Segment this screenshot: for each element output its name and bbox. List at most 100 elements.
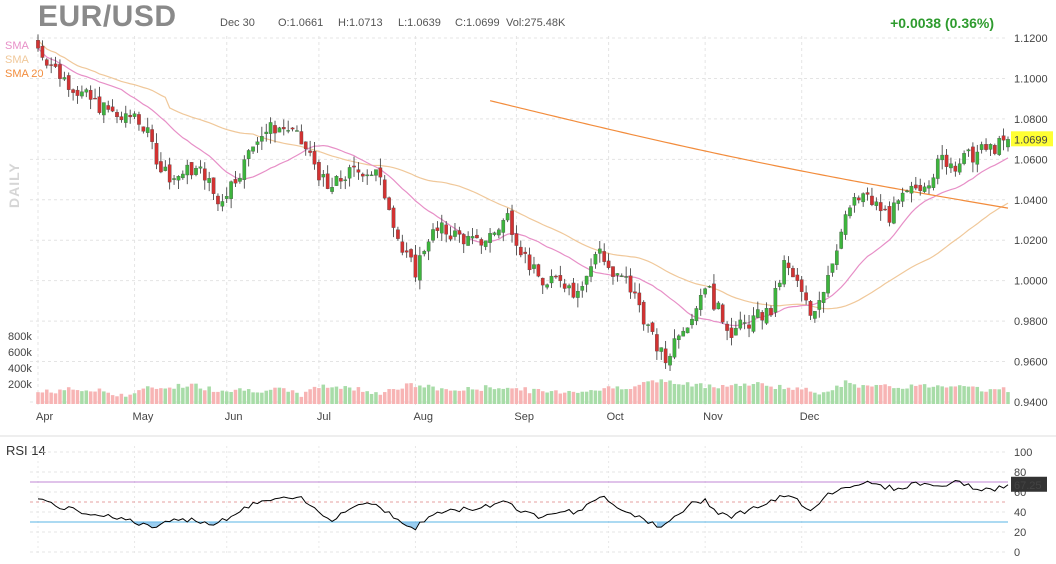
candle-body	[878, 202, 883, 212]
candle-body	[488, 233, 492, 243]
candle	[505, 208, 510, 223]
volume-bar	[440, 388, 444, 404]
candle	[532, 256, 536, 274]
candle	[698, 288, 703, 316]
candle-body	[971, 146, 975, 163]
price-tick-label: 1.0000	[1014, 276, 1048, 288]
volume-bar	[681, 384, 685, 404]
candle-body	[150, 129, 154, 142]
volume-bar	[584, 391, 589, 404]
candle-body	[791, 268, 795, 278]
volume-bar	[216, 391, 220, 404]
volume-bar	[308, 389, 312, 404]
candle-body	[220, 201, 225, 207]
candle	[84, 87, 89, 98]
volume-bar	[501, 388, 506, 404]
candle-body	[110, 106, 115, 112]
price-change: +0.0038 (0.36%)	[890, 15, 994, 31]
volume-bar	[505, 387, 510, 404]
volume-bar	[874, 384, 879, 404]
volume-bar	[457, 390, 462, 404]
candle	[461, 233, 466, 254]
volume-bar	[295, 392, 299, 404]
candle	[949, 157, 953, 173]
candle-body	[668, 355, 672, 366]
candle	[953, 161, 958, 177]
volume-bar	[857, 387, 861, 404]
candle-body	[426, 241, 431, 252]
candle	[260, 126, 264, 150]
volume-bar	[45, 389, 49, 404]
volume-bar	[830, 390, 835, 404]
candle-body	[896, 200, 901, 204]
volume-bar	[66, 387, 71, 404]
candle-body	[690, 318, 694, 326]
moving-averages	[37, 39, 1009, 327]
volume-bar	[734, 383, 738, 404]
volume-bar	[418, 385, 422, 404]
volume-bar	[883, 384, 887, 404]
candle	[102, 102, 106, 124]
candle-body	[58, 64, 62, 79]
candle-body	[536, 264, 541, 277]
candle-body	[962, 153, 966, 164]
volume-bar	[461, 390, 466, 404]
candle-body	[172, 178, 176, 180]
candle	[602, 243, 607, 266]
candle	[58, 59, 62, 87]
candle	[870, 187, 874, 207]
candle	[799, 275, 804, 302]
volume-bar	[826, 391, 830, 404]
candle-body	[176, 176, 181, 181]
candle-body	[409, 249, 413, 258]
candle	[624, 266, 628, 284]
volume-bar	[260, 392, 264, 404]
candle-body	[747, 324, 751, 329]
volume-bar	[799, 389, 804, 404]
volume-bar	[198, 388, 203, 404]
volume-bar	[413, 387, 418, 404]
candle	[202, 162, 207, 190]
candle	[690, 313, 694, 329]
candle	[773, 281, 778, 317]
candle-body	[532, 264, 536, 269]
month-label: Sep	[514, 411, 534, 423]
volume-bar	[953, 386, 958, 404]
candle	[554, 274, 558, 279]
candle-body	[369, 174, 374, 177]
volume-bar	[971, 386, 975, 404]
candle-body	[1001, 135, 1006, 141]
candle-body	[141, 126, 146, 132]
candle-body	[949, 163, 953, 169]
price-tick-label: 1.0200	[1014, 235, 1048, 247]
candle-body	[88, 89, 93, 100]
volume-bar	[453, 390, 457, 404]
candle-body	[128, 114, 132, 118]
volume-bar	[839, 386, 843, 404]
candle	[303, 141, 308, 156]
candle-body	[255, 141, 260, 145]
candle-body	[997, 138, 1002, 155]
volume-tick-label: 600k	[8, 347, 32, 359]
volume-bar	[892, 388, 896, 404]
candle-body	[448, 235, 453, 240]
candle	[887, 201, 892, 227]
candle-body	[505, 213, 510, 221]
candle	[536, 263, 541, 278]
candle	[817, 291, 822, 318]
volume-bar	[189, 383, 194, 404]
volume-bar	[593, 390, 598, 404]
candle-body	[892, 202, 896, 224]
candle-body	[883, 208, 887, 211]
volume-bar	[817, 394, 822, 404]
candle-body	[251, 146, 255, 152]
candle	[277, 126, 282, 133]
volume-bar	[712, 387, 716, 404]
header-volume: Vol:275.48K	[506, 17, 566, 29]
candle-body	[646, 324, 650, 326]
candle-body	[918, 185, 923, 191]
candle-body	[137, 114, 141, 125]
candle-body	[321, 174, 326, 178]
candle	[716, 301, 721, 310]
